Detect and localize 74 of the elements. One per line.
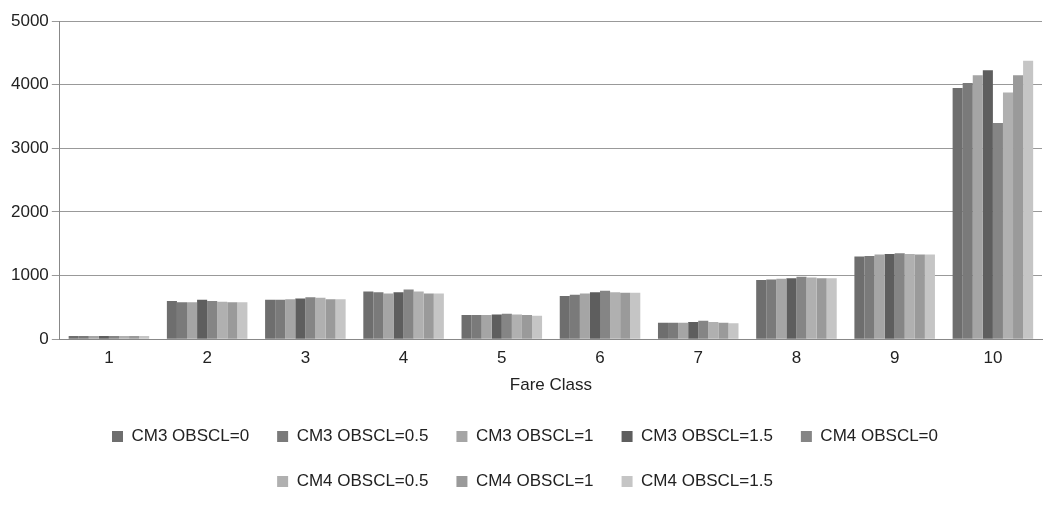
x-tick-label: 2 [202, 348, 212, 368]
bar [589, 292, 601, 339]
bar [579, 293, 590, 339]
bar [129, 336, 140, 339]
bar [511, 314, 522, 339]
bar [315, 297, 326, 339]
bar [88, 336, 99, 339]
legend-label: CM3 OBSCL=0 [131, 426, 250, 446]
x-axis-title: Fare Class [509, 375, 592, 395]
bar [776, 278, 787, 339]
bar [433, 293, 444, 339]
x-tick-label: 10 [983, 348, 1003, 368]
bar [491, 314, 502, 339]
bar [187, 302, 198, 339]
y-tick-label: 0 [39, 328, 49, 348]
y-tick-label: 4000 [10, 74, 49, 94]
bar [98, 336, 109, 339]
x-tick-label: 9 [889, 348, 900, 368]
y-tick-label: 1000 [10, 265, 49, 285]
bar [532, 315, 543, 339]
bar [1023, 60, 1034, 339]
legend-label: CM4 OBSCL=0.5 [296, 471, 429, 491]
bar [610, 292, 621, 339]
y-tick-label: 2000 [10, 201, 49, 221]
bar [325, 299, 336, 339]
y-tick-label: 5000 [10, 10, 49, 30]
bar [335, 299, 346, 339]
bar [972, 75, 983, 339]
bar [914, 254, 925, 339]
x-tick-label: 8 [791, 348, 802, 368]
bar [924, 254, 935, 339]
bar [521, 315, 532, 339]
bar [630, 292, 641, 339]
bar [227, 302, 238, 339]
bar [1002, 92, 1014, 339]
bar [237, 302, 248, 339]
bar [423, 293, 434, 339]
bar [816, 278, 827, 339]
bar [982, 70, 993, 339]
bar [139, 336, 150, 339]
bar [295, 298, 306, 339]
legend-label: CM3 OBSCL=1.5 [641, 426, 773, 446]
x-tick-label: 4 [398, 348, 409, 368]
y-tick-label: 3000 [10, 138, 49, 158]
bar [217, 301, 228, 339]
bar [874, 254, 885, 339]
bar [481, 315, 492, 339]
bar [728, 323, 739, 339]
x-tick-label: 6 [595, 348, 605, 368]
bar [285, 299, 296, 339]
bar [806, 277, 817, 339]
x-tick-label: 1 [104, 348, 114, 368]
bar [884, 253, 895, 339]
bar [197, 299, 208, 339]
legend-label: CM4 OBSCL=0 [820, 426, 939, 446]
x-tick-label: 3 [300, 348, 311, 368]
bar [786, 278, 797, 339]
bar [718, 322, 729, 339]
bar [688, 322, 699, 339]
bar [904, 253, 915, 339]
bar [393, 292, 404, 339]
x-tick-label: 7 [693, 348, 703, 368]
bar [413, 291, 424, 339]
bar [383, 293, 394, 339]
legend-label: CM4 OBSCL=1 [475, 471, 594, 491]
legend-label: CM4 OBSCL=1.5 [641, 471, 773, 491]
bar [119, 336, 130, 339]
legend-label: CM3 OBSCL=1 [475, 426, 594, 446]
x-tick-label: 5 [497, 348, 507, 368]
bar [678, 322, 689, 339]
bar [620, 292, 631, 339]
bar [708, 322, 719, 339]
legend-label: CM3 OBSCL=0.5 [296, 426, 429, 446]
bar [826, 278, 837, 339]
